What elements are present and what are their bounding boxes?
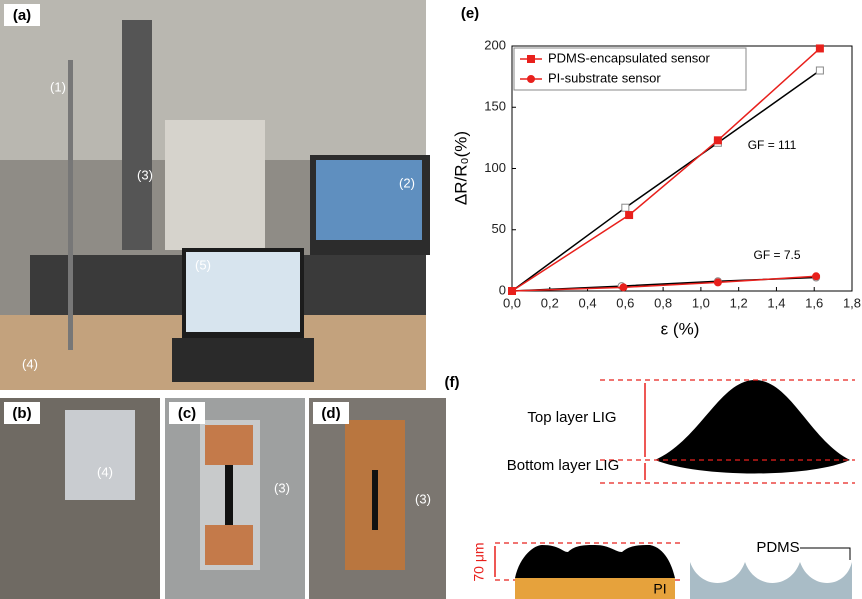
- marker: [813, 273, 820, 280]
- x-tick-label: 0,2: [541, 295, 559, 310]
- y-axis-label: ΔR/R₀(%): [451, 131, 470, 205]
- x-tick-label: 0,0: [503, 295, 521, 310]
- annotation: GF = 111: [748, 138, 797, 152]
- x-tick-label: 0,8: [654, 295, 672, 310]
- x-tick-label: 1,8: [843, 295, 861, 310]
- marker: [816, 67, 823, 74]
- y-tick-label: 0: [499, 282, 506, 297]
- y-tick-label: 50: [492, 221, 506, 236]
- panel-label: (d): [321, 405, 340, 422]
- x-tick-label: 0,6: [616, 295, 634, 310]
- panel-label: (f): [445, 374, 460, 391]
- marker: [714, 279, 721, 286]
- panel-label: (c): [178, 405, 196, 422]
- page: (a) (1) (3) (2) (5) (4) (b) (4) (c) (3) …: [0, 0, 862, 599]
- legend-label: PDMS-encapsulated sensor: [548, 50, 711, 65]
- marker: [620, 284, 627, 291]
- figure: (a) (1) (3) (2) (5) (4) (b) (4) (c) (3) …: [0, 0, 862, 599]
- annotation: GF = 7.5: [753, 248, 800, 262]
- x-tick-label: 1,2: [730, 295, 748, 310]
- marker: [528, 76, 535, 83]
- thickness-label: 70 μm: [471, 542, 487, 581]
- marker: [714, 137, 721, 144]
- callout: (1): [50, 79, 66, 94]
- marker: [622, 204, 629, 211]
- x-tick-label: 1,4: [767, 295, 785, 310]
- photo-a: (a) (1) (3) (2) (5) (4): [0, 0, 430, 390]
- photo-d: (d) (3): [309, 398, 446, 599]
- marker: [528, 56, 535, 63]
- callout: (5): [195, 257, 211, 272]
- y-tick-label: 150: [484, 99, 506, 114]
- callout: (2): [399, 175, 415, 190]
- substrate-label: PI: [653, 581, 666, 597]
- x-tick-label: 1,0: [692, 295, 710, 310]
- marker: [816, 45, 823, 52]
- y-tick-label: 100: [484, 160, 506, 175]
- x-axis-label: ε (%): [661, 319, 700, 338]
- photo-b: (b) (4): [0, 398, 160, 599]
- callout: (4): [22, 356, 38, 371]
- y-tick-label: 200: [484, 37, 506, 52]
- callout: (3): [137, 167, 153, 182]
- callout: (3): [415, 491, 431, 506]
- photo-c: (c) (3): [165, 398, 305, 599]
- layer-label: Bottom layer LIG: [507, 457, 620, 474]
- panel-label: (e): [461, 5, 479, 22]
- callout: (4): [97, 464, 113, 479]
- encapsulation-label: PDMS: [756, 539, 799, 556]
- callout: (3): [274, 480, 290, 495]
- diagram: (f) Top layer LIG Bottom layer LIG 70 μm…: [445, 374, 856, 599]
- legend-label: PI-substrate sensor: [548, 70, 661, 85]
- marker: [626, 212, 633, 219]
- x-tick-label: 1,6: [805, 295, 823, 310]
- panel-label: (b): [12, 405, 31, 422]
- x-tick-label: 0,4: [579, 295, 597, 310]
- panel-label: (a): [13, 7, 31, 24]
- layer-label: Top layer LIG: [527, 409, 616, 426]
- marker: [509, 288, 516, 295]
